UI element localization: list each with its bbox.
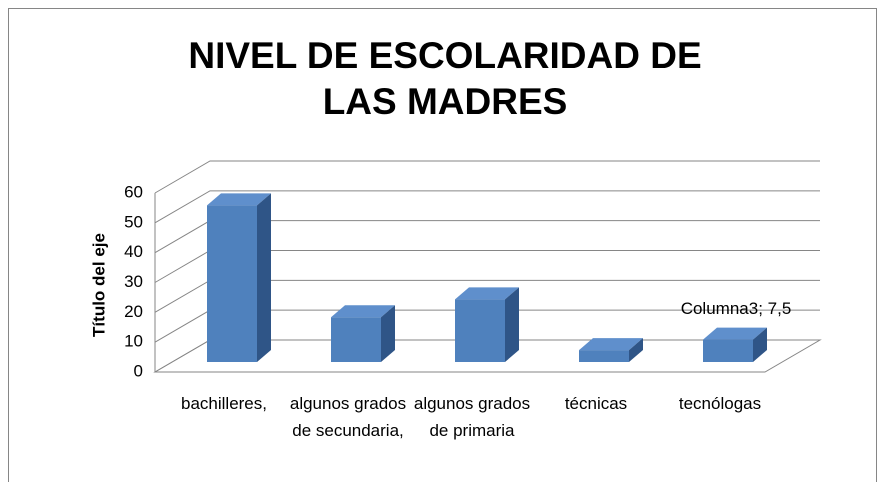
y-tick-label: 40 (124, 242, 143, 261)
bar-face (703, 339, 753, 362)
bar (703, 327, 767, 362)
grid-line (154, 190, 820, 224)
bar-face (455, 287, 519, 300)
x-tick-label: algunos grados de primaria (413, 394, 531, 440)
y-tick-label: 0 (134, 361, 143, 380)
y-tick-label: 30 (124, 272, 143, 291)
chart-title: NIVEL DE ESCOLARIDAD DE LAS MADRES (188, 35, 702, 122)
chart-border (8, 8, 877, 482)
bar-face (629, 338, 643, 362)
bar-face (455, 299, 505, 362)
bar-face (331, 305, 395, 318)
y-tick-label: 50 (124, 212, 143, 231)
bar (455, 287, 519, 362)
bar-face (331, 317, 381, 362)
y-tick-label: 60 (124, 182, 143, 201)
bar-face (753, 327, 767, 362)
bar-face (207, 205, 257, 362)
y-axis-title: Título del eje (89, 233, 108, 337)
x-tick-label: algunos grados de secundaria, (289, 394, 407, 440)
bar-face (381, 305, 395, 362)
x-tick-label: tecnólogas (678, 394, 762, 413)
y-tick-label: 10 (124, 332, 143, 351)
bar (207, 193, 271, 362)
bar-face (703, 327, 767, 340)
x-tick-label: bachilleres, (181, 394, 267, 413)
bar-face (579, 338, 643, 351)
x-tick-label: técnicas (564, 394, 628, 413)
data-label: Columna3; 7,5 (681, 299, 792, 318)
bar-face (505, 287, 519, 362)
bar (331, 305, 395, 362)
bar (579, 338, 643, 362)
y-tick-label: 20 (124, 302, 143, 321)
bar-face (257, 193, 271, 362)
bar-face (579, 350, 629, 362)
bar-face (207, 193, 271, 206)
grid-line (154, 160, 820, 194)
